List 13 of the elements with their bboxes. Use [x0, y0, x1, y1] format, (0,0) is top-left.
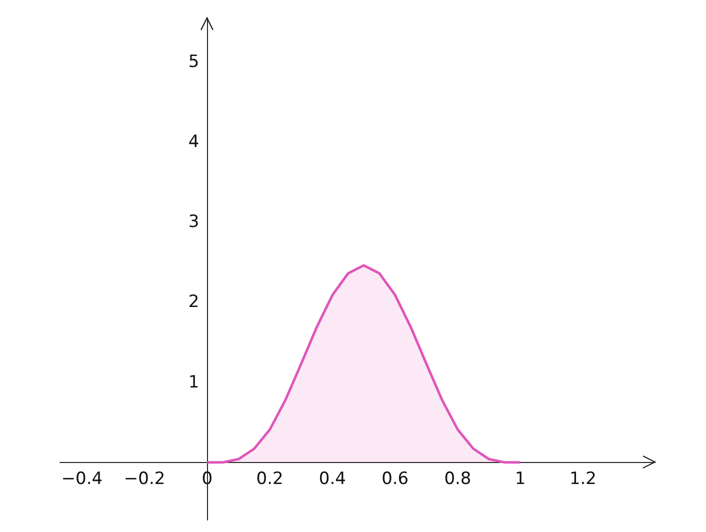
x-tick-label: 1.2 — [569, 468, 596, 489]
x-tick-label: 0.8 — [444, 468, 472, 489]
y-tick-label: 5 — [188, 52, 200, 72]
y-tick-label: 2 — [188, 292, 200, 312]
y-tick-label: 1 — [188, 372, 200, 392]
x-tick-label: −0.2 — [124, 468, 166, 489]
x-tick-label: 0.6 — [382, 468, 409, 489]
x-tick-label: 0.2 — [256, 468, 284, 489]
x-tick-label: 0.4 — [318, 468, 346, 489]
y-tick-label: 4 — [188, 132, 200, 152]
x-tick-label: 1 — [514, 468, 526, 489]
x-tick-label: −0.4 — [61, 468, 103, 489]
y-tick-label: 3 — [188, 212, 200, 232]
